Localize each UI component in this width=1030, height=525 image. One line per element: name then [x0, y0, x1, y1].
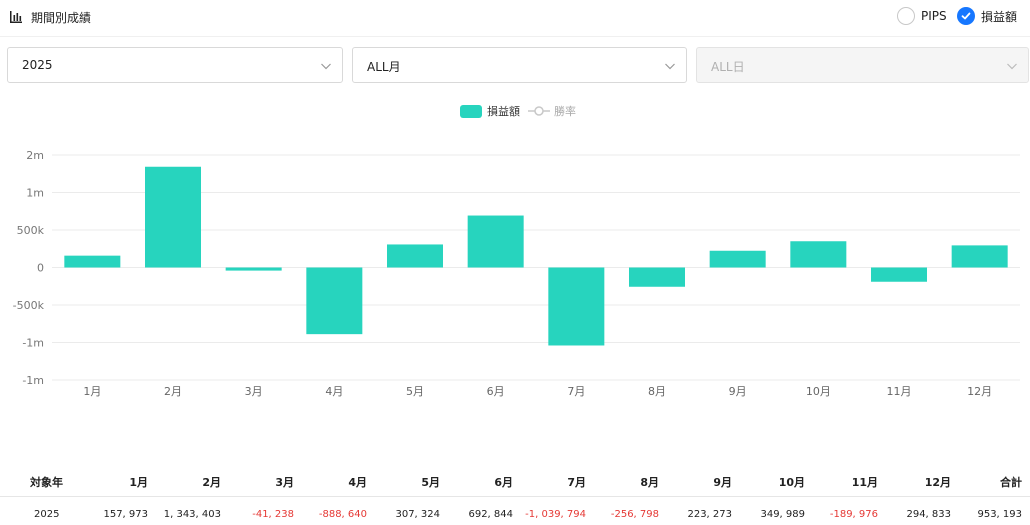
summary-cell: 349, 989	[760, 509, 805, 520]
legend-line-label: 勝率	[554, 105, 576, 118]
bar-9[interactable]	[709, 250, 766, 268]
bar-10[interactable]	[790, 241, 847, 268]
summary-header-cell: 8月	[640, 476, 659, 489]
summary-header-cell: 合計	[1000, 476, 1022, 489]
summary-header-cell: 5月	[421, 476, 440, 489]
legend-bar-swatch[interactable]	[460, 104, 482, 118]
summary-cell: 1, 343, 403	[163, 509, 221, 520]
pips-radio[interactable]: PIPS	[897, 6, 947, 26]
bar-8[interactable]	[629, 267, 685, 287]
bar-7[interactable]	[548, 267, 605, 346]
summary-cell: -41, 238	[252, 509, 294, 520]
summary-header-cell: 9月	[713, 476, 732, 489]
bar-12[interactable]	[951, 245, 1008, 268]
x-tick-label: 9月	[729, 385, 747, 398]
summary-cell: 953, 193	[977, 509, 1022, 520]
year-select[interactable]: 2025	[7, 47, 343, 83]
summary-cell: 307, 324	[395, 509, 440, 520]
summary-cell: 692, 844	[468, 509, 513, 520]
bar-1[interactable]	[64, 255, 121, 268]
y-tick-label: -1m	[22, 337, 44, 350]
x-tick-label: 10月	[806, 385, 831, 398]
y-tick-label: -1m	[22, 374, 44, 387]
x-tick-label: 7月	[567, 385, 585, 398]
day-select-value: ALL日	[711, 60, 745, 74]
x-tick-label: 8月	[648, 385, 666, 398]
chevron-down-icon	[1007, 63, 1017, 70]
summary-cell: 294, 833	[906, 509, 951, 520]
x-tick-label: 5月	[406, 385, 424, 398]
legend-line-icon	[528, 106, 550, 116]
x-tick-label: 6月	[487, 385, 505, 398]
summary-cell: -256, 798	[610, 509, 659, 520]
summary-header-row: 対象年 1月 2月 3月 4月 5月 6月 7月 8月 9月 10月 11月 12月 合計	[0, 468, 1030, 496]
bar-chart-icon	[10, 11, 22, 23]
x-tick-label: 12月	[967, 385, 992, 398]
header: 期間別成績 PIPS 損益額	[0, 0, 1030, 36]
summary-cell: -1, 039, 794	[525, 509, 586, 520]
bar-11[interactable]	[871, 267, 927, 282]
month-select[interactable]: ALL月	[352, 47, 687, 83]
y-tick-label: 500k	[17, 224, 45, 237]
pips-label: PIPS	[921, 9, 947, 23]
legend-line-item[interactable]: 勝率	[528, 103, 576, 119]
legend-bar-label[interactable]: 損益額	[487, 105, 520, 118]
x-tick-label: 1月	[83, 385, 101, 398]
profit-label: 損益額	[981, 9, 1018, 24]
summary-header-cell: 4月	[348, 476, 367, 489]
day-select: ALL日	[696, 47, 1029, 83]
bar-6[interactable]	[467, 215, 524, 268]
x-tick-label: 3月	[245, 385, 263, 398]
summary-header-cell: 10月	[778, 476, 805, 489]
summary-header-cell: 2月	[202, 476, 221, 489]
x-tick-label: 2月	[164, 385, 182, 398]
summary-cell: 2025	[34, 509, 60, 520]
y-tick-label: 2m	[26, 149, 44, 162]
y-tick-label: -500k	[13, 299, 45, 312]
y-tick-label: 0	[37, 262, 44, 275]
header-divider	[0, 36, 1030, 37]
summary-header-cell: 対象年	[30, 476, 63, 489]
summary-cell: -189, 976	[829, 509, 878, 520]
bar-2[interactable]	[145, 166, 201, 268]
profit-radio[interactable]: 損益額	[957, 6, 1017, 26]
radio-unchecked-icon	[897, 7, 915, 25]
page-title: 期間別成績	[31, 11, 92, 25]
summary-header-cell: 12月	[924, 476, 951, 489]
summary-table: 対象年 1月 2月 3月 4月 5月 6月 7月 8月 9月 10月 11月 12月 合計 2025 157…	[0, 468, 1030, 524]
year-select-value: 2025	[22, 58, 53, 72]
summary-data-row: 2025 157, 973 1, 343, 403 -41, 238 -888, 640…	[0, 496, 1030, 524]
chart-legend: 損益額 勝率	[460, 103, 576, 119]
bar-5[interactable]	[387, 244, 443, 268]
chevron-down-icon	[665, 63, 675, 70]
summary-header-cell: 7月	[567, 476, 586, 489]
summary-header-cell: 3月	[275, 476, 294, 489]
chevron-down-icon	[321, 63, 331, 70]
x-tick-label: 4月	[325, 385, 343, 398]
bar-3[interactable]	[225, 267, 282, 271]
summary-header-cell: 6月	[494, 476, 513, 489]
x-tick-label: 11月	[887, 385, 912, 398]
summary-cell: 157, 973	[103, 509, 148, 520]
y-tick-label: 1m	[26, 187, 44, 200]
monthly-profit-chart: 2m 1m 500k 0 -500k -1m -1m 1月 2月 3月 4月 5月 6月 7月 8月 9月 10…	[13, 149, 1020, 398]
summary-cell: -888, 640	[318, 509, 367, 520]
bar-4[interactable]	[306, 267, 363, 335]
month-select-value: ALL月	[367, 60, 401, 74]
check-icon	[957, 7, 975, 25]
summary-header-cell: 11月	[851, 476, 878, 489]
summary-header-cell: 1月	[129, 476, 148, 489]
summary-cell: 223, 273	[687, 509, 732, 520]
